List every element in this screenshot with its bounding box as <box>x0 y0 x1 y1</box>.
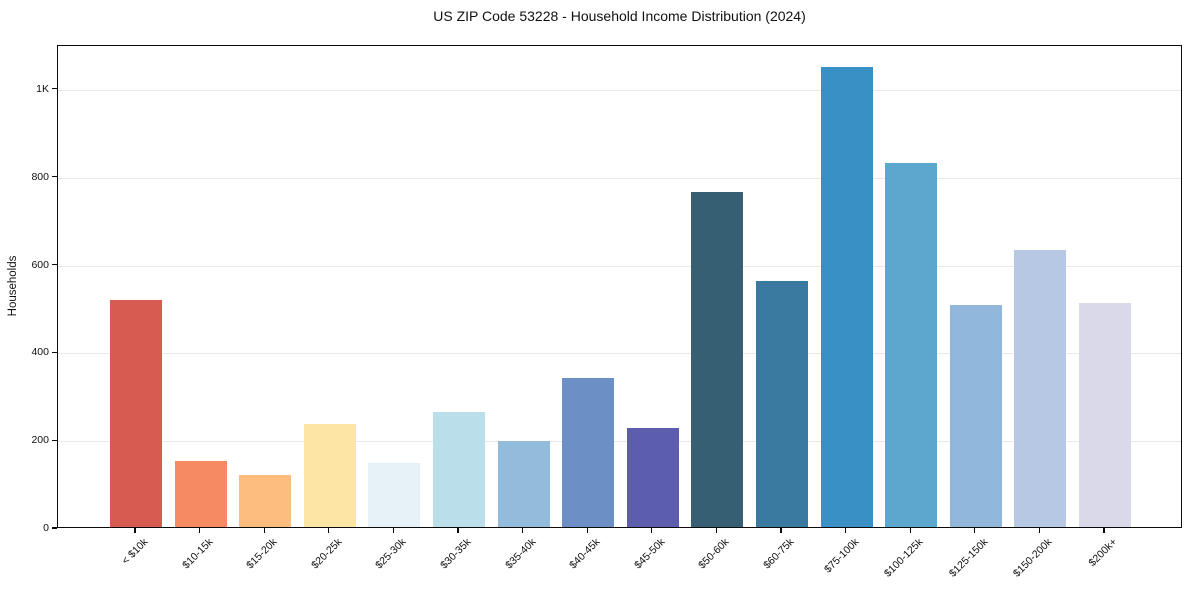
chart-title: US ZIP Code 53228 - Household Income Dis… <box>433 8 806 24</box>
bar <box>239 475 292 527</box>
x-tick-mark <box>1038 528 1040 533</box>
y-tick-label: 0 <box>43 522 49 534</box>
gridline <box>58 89 1181 91</box>
x-tick-mark <box>199 528 201 533</box>
gridline <box>58 441 1181 443</box>
bar <box>110 300 162 527</box>
x-tick-mark <box>586 528 588 533</box>
bar <box>949 305 1002 527</box>
y-tick-mark <box>52 351 57 353</box>
y-tick-label: 800 <box>31 170 49 183</box>
y-tick-label: 200 <box>31 434 49 447</box>
bar <box>691 192 744 527</box>
y-tick-label: 600 <box>31 258 49 271</box>
x-tick-mark <box>392 528 394 533</box>
x-tick-mark <box>651 528 653 533</box>
y-tick-mark <box>52 176 57 178</box>
y-tick-mark <box>52 88 57 90</box>
x-tick-mark <box>974 528 976 533</box>
x-tick-mark <box>328 528 330 533</box>
y-tick-label: 400 <box>31 346 49 359</box>
gridline <box>58 177 1181 179</box>
plot-area <box>57 45 1182 528</box>
x-tick-mark <box>715 528 717 533</box>
x-tick-mark <box>457 528 459 533</box>
bar <box>562 378 615 527</box>
bar <box>1014 250 1067 527</box>
x-tick-mark <box>134 528 136 533</box>
x-tick-mark <box>909 528 911 533</box>
y-tick-mark <box>52 527 57 529</box>
x-tick-mark <box>522 528 524 533</box>
bar <box>368 462 421 527</box>
x-tick-mark <box>1103 528 1105 533</box>
bar <box>303 424 356 527</box>
y-tick-mark <box>52 263 57 266</box>
bar <box>626 428 679 527</box>
bar <box>756 281 808 527</box>
y-tick-mark <box>52 439 57 441</box>
x-tick-mark <box>845 528 847 533</box>
y-tick-label: 1K <box>36 82 49 95</box>
x-tick-mark <box>263 528 265 533</box>
gridline <box>58 265 1181 267</box>
bar <box>497 440 550 527</box>
x-tick-mark <box>780 528 782 533</box>
bar <box>433 411 485 527</box>
x-tick-label: < $10k <box>119 536 151 567</box>
bar <box>820 67 873 527</box>
bar <box>885 163 938 527</box>
bar <box>174 460 227 527</box>
bar <box>1079 303 1131 527</box>
gridline <box>58 353 1181 355</box>
